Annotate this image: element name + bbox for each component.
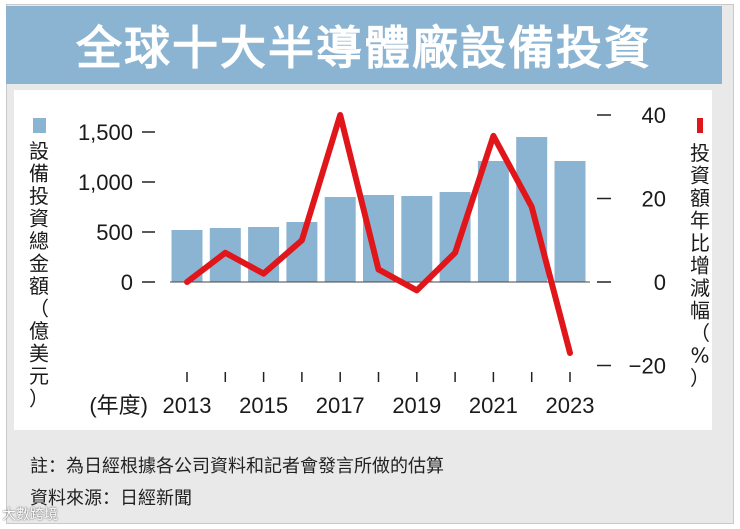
legend-left-char-7: （: [29, 297, 49, 321]
chart-title: 全球十大半導體廠設備投資: [76, 21, 652, 75]
x-tick-label-2021: 2021: [469, 393, 518, 418]
legend-left-char-2: 投: [29, 184, 49, 208]
bar-2021: [477, 161, 509, 282]
legend-left-char-6: 額: [29, 274, 49, 298]
bar-2017: [324, 197, 356, 282]
legend-left-char-3: 資: [29, 207, 49, 231]
legend-right-char-1: 資: [690, 164, 710, 188]
x-unit-label: (年度): [89, 393, 148, 418]
legend-right-char-3: 年: [690, 209, 710, 233]
x-tick-label-2019: 2019: [392, 393, 441, 418]
x-tick-label-2023: 2023: [546, 393, 595, 418]
x-tick-label-2017: 2017: [316, 393, 365, 418]
legend-left-char-8: 億: [29, 319, 49, 343]
right-tick-label-20: 20: [642, 187, 666, 212]
right-tick-label-40: 40: [642, 103, 666, 128]
legend-left-char-10: 元: [29, 364, 49, 388]
legend-left-char-4: 總: [29, 229, 49, 253]
legend-right-char-5: 增: [690, 254, 710, 278]
legend-right-char-0: 投: [690, 141, 710, 165]
x-tick-label-2015: 2015: [239, 393, 288, 418]
legend-left-char-5: 金: [29, 252, 49, 276]
legend-right-char-10: ）: [690, 366, 710, 390]
left-tick-label-1000: 1,000: [78, 170, 133, 195]
legend-right-char-2: 額: [690, 186, 710, 210]
legend-right-char-8: （: [690, 321, 710, 345]
legend-left-char-11: ）: [29, 387, 49, 411]
left-tick-label-0: 0: [121, 270, 133, 295]
right-tick-label--20: −20: [629, 354, 666, 379]
right-tick-label-0: 0: [654, 270, 666, 295]
left-tick-label-500: 500: [96, 220, 133, 245]
legend-left-char-1: 備: [29, 162, 49, 186]
legend-left-char-0: 設: [29, 139, 49, 163]
chart-note: 註：為日經根據各公司資料和記者會發言所做的估算: [30, 456, 444, 477]
legend-right-char-4: 比: [690, 231, 710, 255]
chart-source: 資料來源：日經新聞: [30, 488, 192, 509]
bar-2019: [401, 196, 433, 282]
left-tick-label-1500: 1,500: [78, 120, 133, 145]
bar-2023: [554, 161, 586, 282]
legend-right-char-7: 幅: [690, 299, 710, 323]
legend-line-swatch: [697, 118, 703, 133]
watermark: 大數跨境: [2, 507, 58, 523]
bar-2020: [439, 192, 471, 282]
legend-left-char-9: 美: [29, 342, 49, 366]
x-tick-label-2013: 2013: [163, 393, 212, 418]
legend-right-char-6: 減: [690, 276, 710, 300]
legend-bar-swatch: [33, 118, 46, 133]
title-bar: 全球十大半導體廠設備投資: [6, 6, 722, 84]
legend-right-char-9: %: [690, 344, 709, 368]
